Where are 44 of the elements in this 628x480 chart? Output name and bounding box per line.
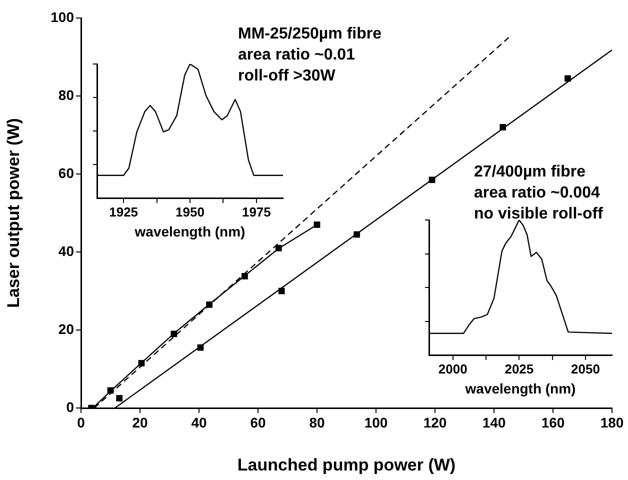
x-tick-label: 1975 (242, 204, 271, 220)
annotation: roll-off >30W (238, 67, 336, 84)
point (314, 222, 320, 228)
point (428, 176, 436, 184)
y-axis-title: Laser output power (W) (4, 118, 23, 308)
annotation: area ratio ~0.004 (474, 184, 600, 202)
x-tick-label: 80 (309, 414, 325, 430)
x-axis-title: wavelength (nm) (134, 223, 246, 240)
y-tick-label: 20 (58, 320, 74, 337)
x-tick-label: 160 (541, 414, 565, 430)
point (564, 75, 571, 82)
point (116, 395, 123, 402)
x-tick-label: 40 (191, 414, 207, 430)
point (278, 288, 285, 294)
annotation: 27/400µm fibre (474, 163, 586, 180)
y-tick-label: 0 (66, 398, 74, 415)
x-tick-label: 2000 (438, 361, 468, 376)
x-axis-title: wavelength (nm) (464, 380, 576, 396)
point (242, 273, 248, 280)
point (354, 231, 360, 238)
x-tick-label: 2025 (504, 361, 534, 376)
x-tick-label: 180 (600, 414, 624, 430)
y-tick-label: 40 (58, 242, 74, 259)
x-tick-label: 1950 (176, 204, 204, 220)
y-tick-label: 100 (50, 8, 74, 25)
annotation: no visible roll-off (474, 205, 604, 222)
x-tick-label: 140 (482, 414, 506, 430)
x-tick-label: 2050 (571, 361, 600, 376)
x-axis-title: Launched pump power (W) (237, 455, 456, 474)
x-tick-label: 60 (250, 414, 266, 430)
y-tick-label: 60 (58, 164, 74, 181)
annotation: area ratio ~0.01 (238, 46, 356, 64)
annotation: MM-25/250µm fibre (238, 25, 382, 42)
point (170, 330, 178, 338)
x-tick-label: 20 (132, 414, 148, 430)
x-tick-label: 1925 (109, 204, 138, 220)
x-tick-label: 120 (423, 414, 447, 430)
x-tick-label: 0 (77, 414, 86, 430)
point (275, 244, 282, 252)
point (500, 124, 506, 130)
y-tick-label: 80 (58, 86, 74, 103)
x-tick-label: 100 (364, 414, 388, 430)
point (206, 301, 213, 308)
point (138, 360, 145, 366)
